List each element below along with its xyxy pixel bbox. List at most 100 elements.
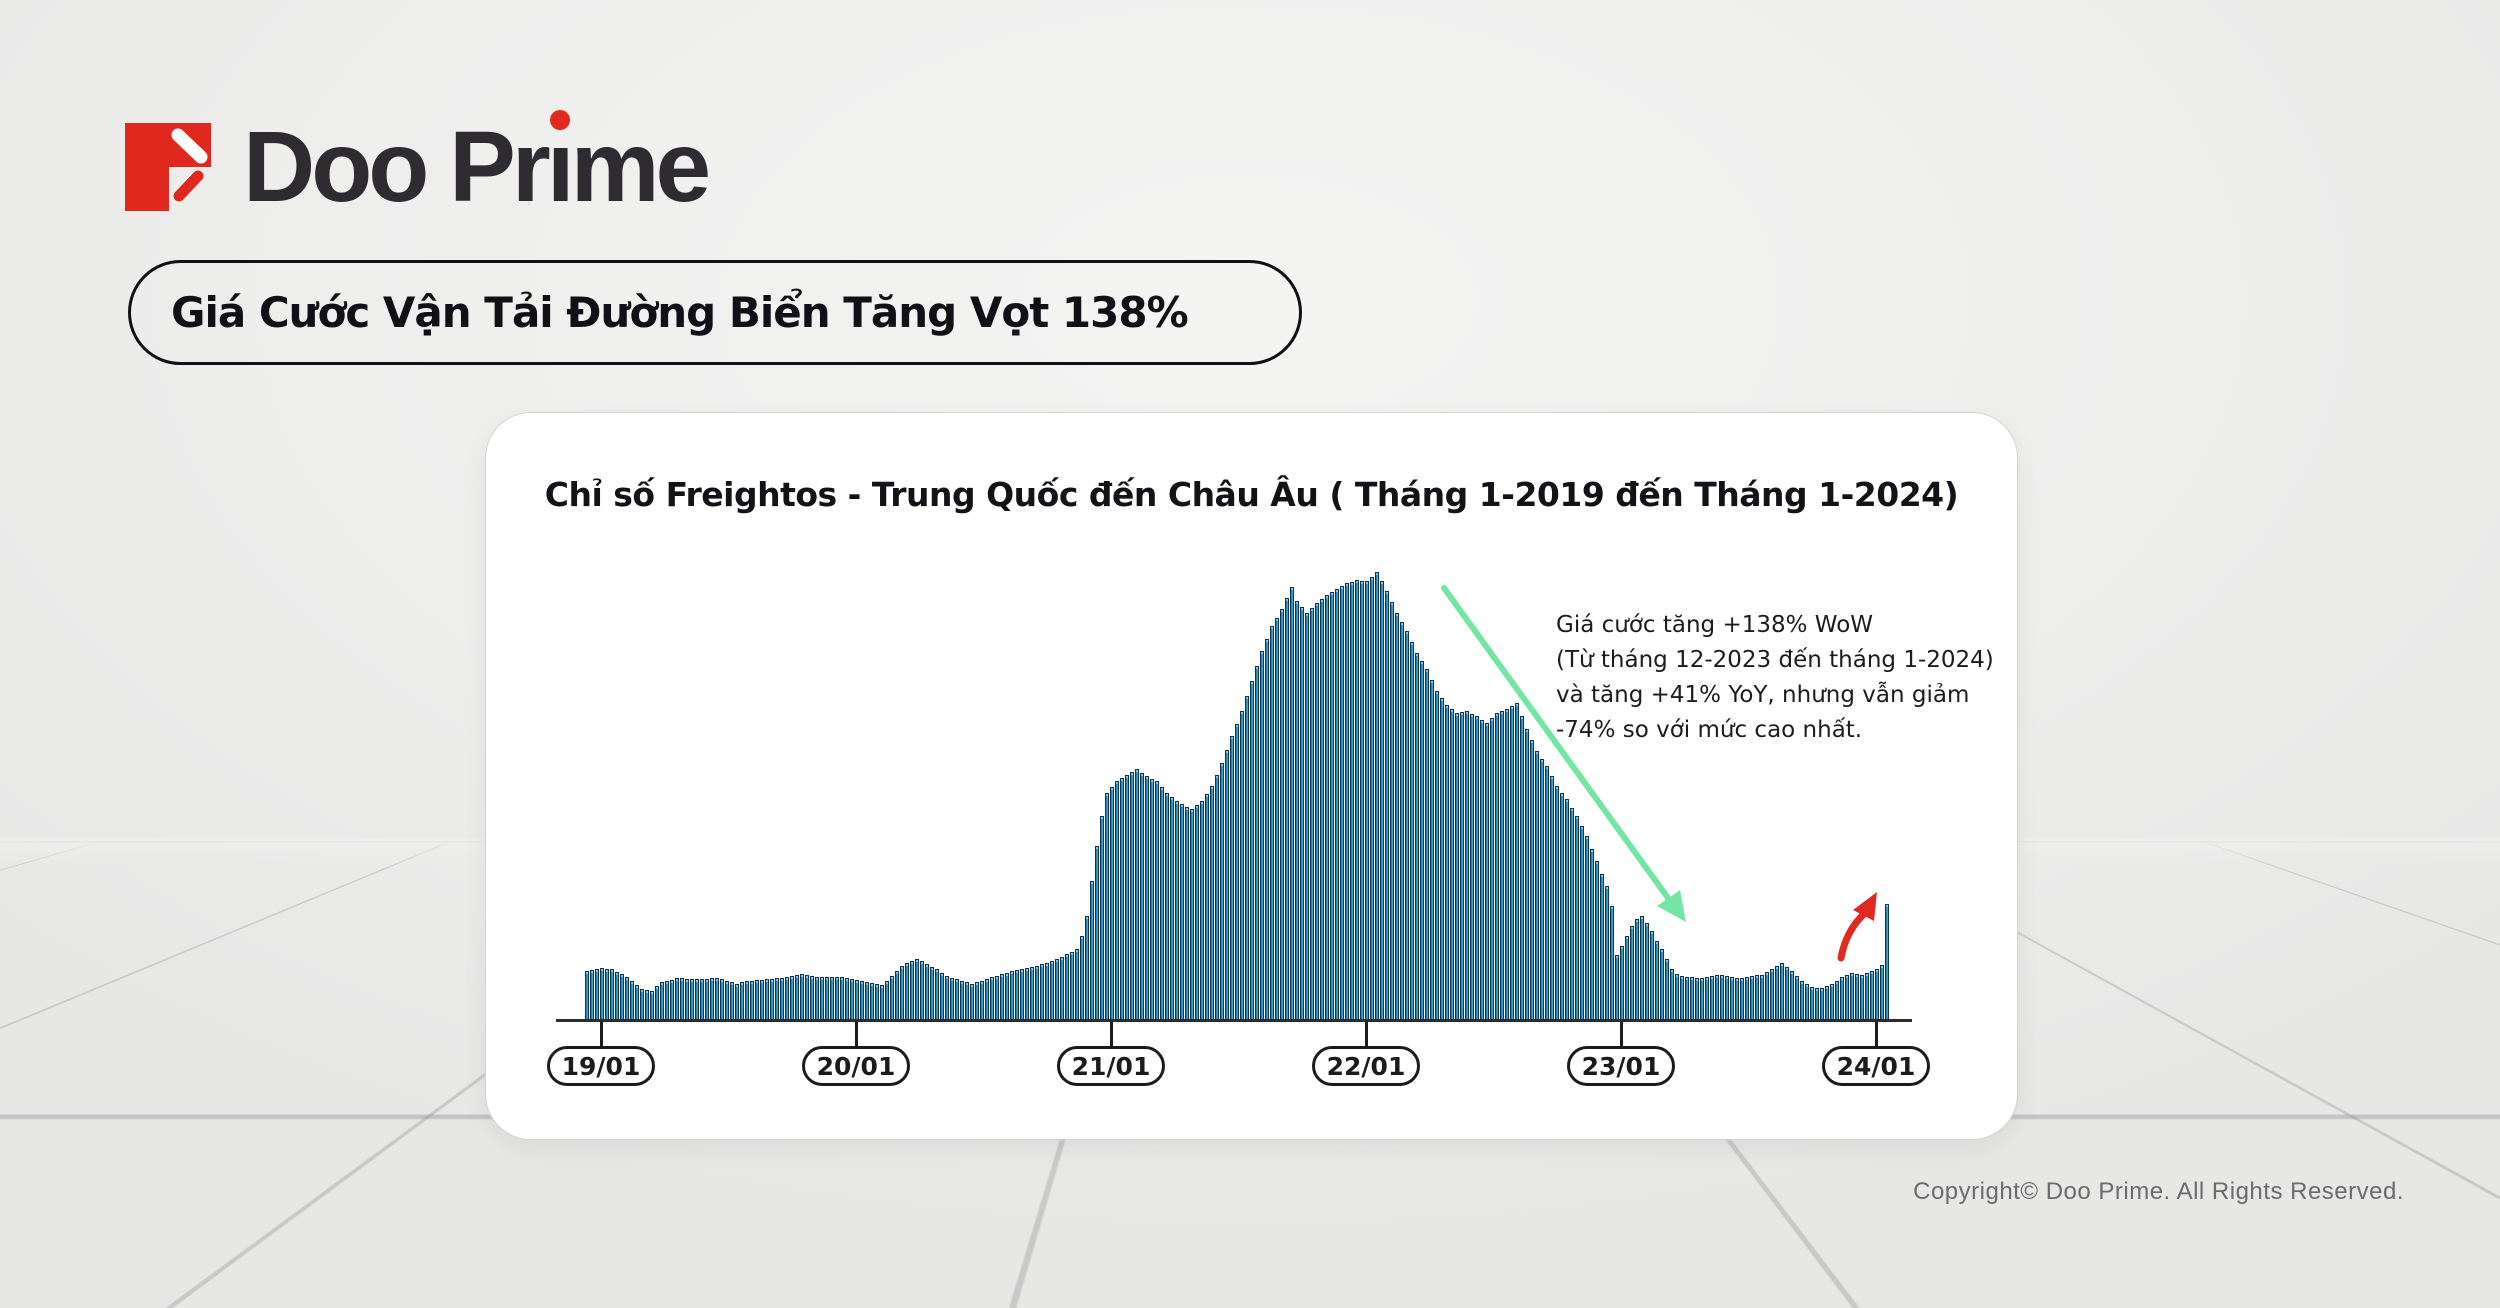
bar [1540,759,1544,1021]
bar [695,979,699,1021]
bar [820,977,824,1021]
bar [1045,963,1049,1021]
bar [980,981,984,1021]
bar [1820,988,1824,1021]
bar [1845,975,1849,1021]
bar [715,978,719,1021]
chart-title: Chỉ số Freightos - Trung Quốc đến Châu Â… [544,475,1959,514]
bar [610,969,614,1021]
bar [1025,968,1029,1021]
x-tick-label: 19/01 [547,1046,655,1086]
bar [1130,772,1134,1021]
bar [675,978,679,1021]
bar [1760,975,1764,1021]
bar [835,977,839,1021]
bar [1610,906,1614,1021]
bar [960,981,964,1021]
bar [1030,967,1034,1021]
bar [1470,714,1474,1021]
bar [1655,941,1659,1021]
bar [1345,583,1349,1021]
bar [1020,969,1024,1021]
bar [1055,959,1059,1021]
bar [1520,716,1524,1021]
bar [1510,706,1514,1021]
bar [1700,978,1704,1021]
bar [1250,681,1254,1021]
bar [955,979,959,1021]
bar [1780,963,1784,1021]
bar [635,985,639,1021]
bar [860,981,864,1021]
bar [780,978,784,1021]
annotation-line-3: và tăng +41% YoY, nhưng vẫn giảm [1556,682,1970,708]
bar [615,972,619,1021]
bar [1420,661,1424,1021]
bar [1090,881,1094,1021]
bar [710,978,714,1021]
bar [1640,916,1644,1021]
bar [1225,750,1229,1021]
bar [730,982,734,1021]
bar [1040,964,1044,1021]
bar [1255,666,1259,1021]
bar [1185,807,1189,1021]
bar [1325,595,1329,1021]
bar [620,974,624,1021]
x-tick-line [855,1022,858,1048]
bar [660,982,664,1021]
bar [850,979,854,1021]
bar [1155,781,1159,1021]
bar [1370,577,1374,1021]
bar [770,979,774,1021]
bar [1785,967,1789,1021]
bar [1315,603,1319,1021]
x-tick-label: 22/01 [1312,1046,1420,1086]
bar [1275,618,1279,1021]
bar [740,982,744,1021]
bar [920,961,924,1021]
bar [840,977,844,1021]
bar [1530,740,1534,1021]
bar [1430,680,1434,1021]
bar [1765,972,1769,1021]
bar [1595,861,1599,1021]
bar [1585,836,1589,1021]
chart-annotation: Giá cước tăng +138% WoW (Từ tháng 12-202… [1556,608,2026,748]
bar [1110,787,1114,1021]
x-tick-label: 21/01 [1057,1046,1165,1086]
bar [1560,793,1564,1021]
bar [875,984,879,1021]
bar [830,977,834,1021]
bar [1635,919,1639,1021]
bar [1875,969,1879,1021]
bar [1380,581,1384,1021]
bar [940,973,944,1021]
bar [1665,959,1669,1021]
bar [655,986,659,1021]
bar [1605,886,1609,1021]
bar [865,982,869,1021]
bar [1450,709,1454,1021]
bar [1810,987,1814,1021]
bar [925,964,929,1021]
bar [1745,977,1749,1021]
bar [965,982,969,1021]
bar [1285,598,1289,1021]
bar [630,981,634,1021]
bar [895,971,899,1021]
bar [1795,976,1799,1021]
bar [1715,975,1719,1021]
bar [1175,801,1179,1021]
bar [1675,974,1679,1021]
bar [1200,801,1204,1021]
bar [670,980,674,1021]
bar [1565,799,1569,1021]
bar [1220,763,1224,1021]
bar [690,979,694,1021]
bar [1355,580,1359,1021]
bar [1710,976,1714,1021]
bar [1685,977,1689,1021]
bar [1310,608,1314,1021]
